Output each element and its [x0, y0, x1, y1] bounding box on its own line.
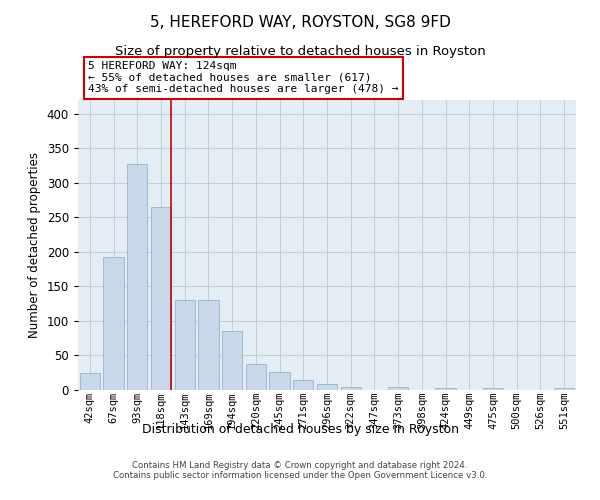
Bar: [388, 386, 408, 390]
Bar: [199, 300, 218, 390]
Y-axis label: Number of detached properties: Number of detached properties: [28, 152, 41, 338]
Text: 5 HEREFORD WAY: 124sqm
← 55% of detached houses are smaller (617)
43% of semi-de: 5 HEREFORD WAY: 124sqm ← 55% of detached…: [88, 61, 398, 94]
Bar: [317, 384, 337, 390]
Bar: [554, 388, 574, 390]
Bar: [175, 300, 195, 390]
Bar: [127, 164, 148, 390]
Bar: [246, 364, 266, 390]
Bar: [483, 388, 503, 390]
Bar: [436, 388, 455, 390]
Bar: [222, 332, 242, 390]
Bar: [293, 380, 313, 390]
Bar: [103, 258, 124, 390]
Bar: [80, 372, 100, 390]
Text: 5, HEREFORD WAY, ROYSTON, SG8 9FD: 5, HEREFORD WAY, ROYSTON, SG8 9FD: [149, 15, 451, 30]
Text: Contains HM Land Registry data © Crown copyright and database right 2024.
Contai: Contains HM Land Registry data © Crown c…: [113, 460, 487, 480]
Text: Size of property relative to detached houses in Royston: Size of property relative to detached ho…: [115, 45, 485, 58]
Text: Distribution of detached houses by size in Royston: Distribution of detached houses by size …: [142, 422, 458, 436]
Bar: [341, 386, 361, 390]
Bar: [269, 372, 290, 390]
Bar: [151, 207, 171, 390]
